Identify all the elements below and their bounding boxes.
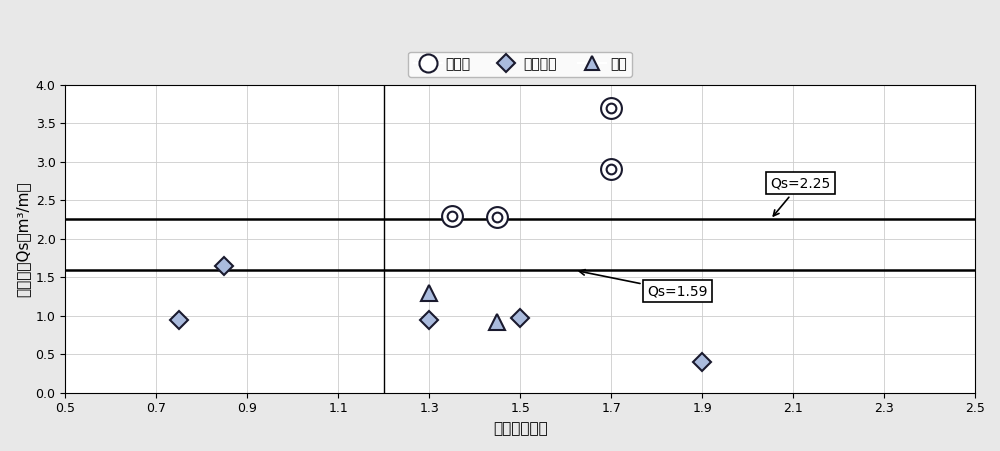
Legend: 油气层, 油水同层, 水层: 油气层, 油水同层, 水层 <box>408 52 632 77</box>
X-axis label: 应力突进系数: 应力突进系数 <box>493 421 548 436</box>
Text: Qs=1.59: Qs=1.59 <box>579 270 708 298</box>
Y-axis label: 米加沙量Qs（m³/m）: 米加沙量Qs（m³/m） <box>15 181 30 297</box>
Text: Qs=2.25: Qs=2.25 <box>770 176 831 216</box>
